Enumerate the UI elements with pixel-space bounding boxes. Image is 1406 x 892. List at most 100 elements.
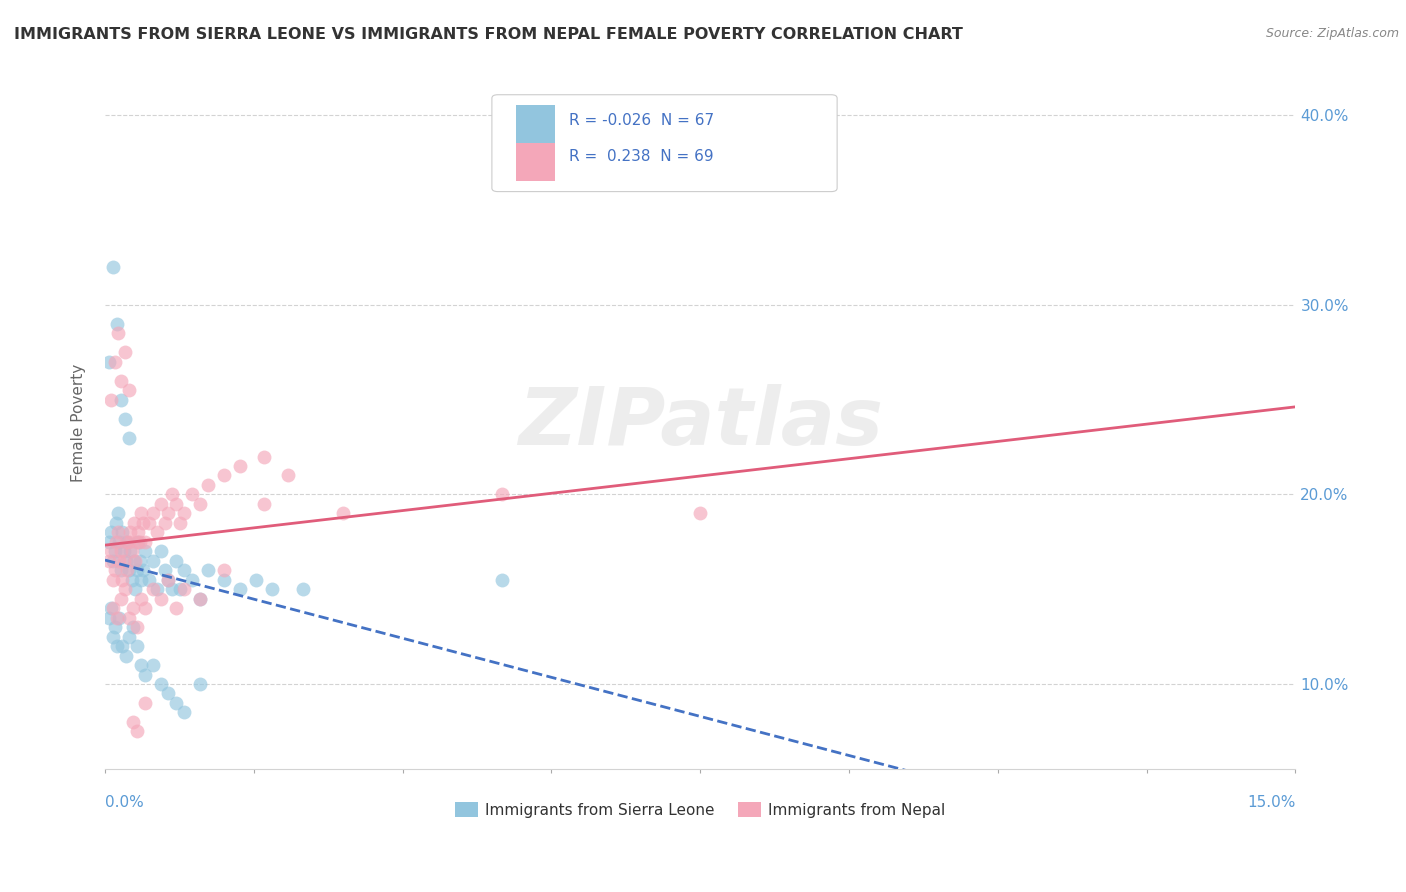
Point: [124, 582, 146, 597]
Point: [120, 525, 142, 540]
Point: [169, 582, 191, 597]
Point: [121, 544, 143, 558]
Point: [153, 516, 176, 530]
Point: [129, 534, 152, 549]
Point: [149, 591, 172, 606]
Point: [105, 610, 128, 624]
Point: [110, 392, 132, 407]
Point: [101, 630, 124, 644]
Text: R =  0.238  N = 69: R = 0.238 N = 69: [569, 149, 714, 164]
Point: [229, 458, 252, 473]
Point: [229, 582, 252, 597]
Point: [105, 534, 128, 549]
Point: [121, 573, 143, 587]
Point: [121, 601, 143, 615]
Point: [188, 591, 211, 606]
Point: [157, 573, 180, 587]
Point: [125, 563, 148, 577]
Point: [245, 573, 267, 587]
Point: [114, 582, 136, 597]
Point: [114, 554, 136, 568]
Point: [212, 573, 235, 587]
Point: [107, 326, 129, 341]
Point: [134, 534, 156, 549]
Point: [101, 601, 124, 615]
Point: [132, 563, 155, 577]
Point: [111, 525, 134, 540]
Point: [142, 554, 165, 568]
Point: [105, 317, 128, 331]
Point: [100, 525, 122, 540]
Point: [149, 677, 172, 691]
Point: [118, 431, 141, 445]
Point: [108, 554, 131, 568]
Point: [197, 478, 219, 492]
Point: [162, 582, 184, 597]
Point: [101, 554, 124, 568]
Point: [115, 534, 138, 549]
Point: [122, 554, 145, 568]
Point: [120, 544, 142, 558]
Point: [111, 639, 134, 653]
Point: [114, 648, 136, 663]
Point: [101, 573, 124, 587]
Point: [103, 620, 125, 634]
Point: [188, 591, 211, 606]
Point: [253, 450, 276, 464]
Point: [110, 374, 132, 388]
Point: [149, 544, 172, 558]
Point: [108, 534, 131, 549]
Point: [121, 714, 143, 729]
Point: [142, 507, 165, 521]
Point: [142, 658, 165, 673]
Point: [107, 525, 129, 540]
Point: [127, 525, 149, 540]
Point: [138, 573, 160, 587]
Point: [129, 591, 152, 606]
Point: [689, 507, 711, 521]
Point: [100, 544, 122, 558]
Point: [108, 610, 131, 624]
Point: [115, 563, 138, 577]
Point: [100, 601, 122, 615]
Point: [188, 677, 211, 691]
Point: [118, 610, 141, 624]
Point: [212, 468, 235, 483]
Point: [111, 573, 134, 587]
Point: [114, 411, 136, 425]
Point: [110, 563, 132, 577]
Point: [127, 534, 149, 549]
Point: [97, 355, 120, 369]
Point: [169, 516, 191, 530]
Point: [97, 534, 120, 549]
Point: [134, 601, 156, 615]
Point: [292, 582, 315, 597]
FancyBboxPatch shape: [492, 95, 837, 192]
Point: [134, 544, 156, 558]
Point: [101, 260, 124, 274]
Point: [114, 345, 136, 359]
Point: [173, 582, 195, 597]
Point: [181, 487, 204, 501]
Point: [145, 525, 167, 540]
Text: 15.0%: 15.0%: [1247, 796, 1295, 810]
Point: [138, 516, 160, 530]
Point: [332, 507, 354, 521]
Bar: [516, 144, 555, 181]
Point: [118, 563, 141, 577]
Point: [165, 497, 187, 511]
Point: [197, 563, 219, 577]
Point: [212, 563, 235, 577]
Point: [134, 696, 156, 710]
Point: [153, 563, 176, 577]
Point: [277, 468, 299, 483]
Point: [181, 573, 204, 587]
Point: [157, 573, 180, 587]
Point: [129, 554, 152, 568]
Point: [131, 573, 153, 587]
Point: [188, 497, 211, 511]
Point: [149, 497, 172, 511]
Point: [118, 383, 141, 397]
Text: IMMIGRANTS FROM SIERRA LEONE VS IMMIGRANTS FROM NEPAL FEMALE POVERTY CORRELATION: IMMIGRANTS FROM SIERRA LEONE VS IMMIGRAN…: [14, 27, 963, 42]
Point: [165, 696, 187, 710]
